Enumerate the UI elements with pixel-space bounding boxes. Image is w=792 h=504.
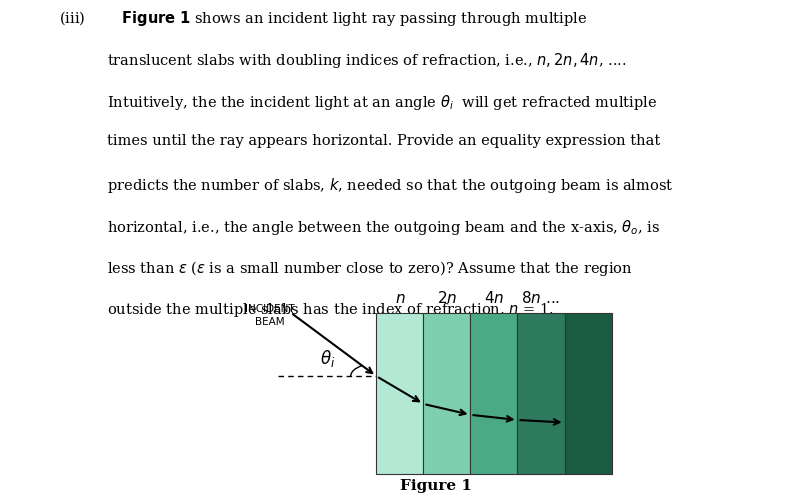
Text: $8n$ ...: $8n$ ... bbox=[521, 290, 561, 306]
Text: INCIDENT
BEAM: INCIDENT BEAM bbox=[245, 304, 295, 327]
Text: $2n$: $2n$ bbox=[436, 290, 457, 306]
Text: $n$: $n$ bbox=[394, 292, 406, 306]
Text: predicts the number of slabs, $k$, needed so that the outgoing beam is almost: predicts the number of slabs, $k$, neede… bbox=[107, 176, 673, 195]
Text: outside the multiple slabs has the index of refraction, $n$ = 1.: outside the multiple slabs has the index… bbox=[107, 301, 554, 319]
Text: times until the ray appears horizontal. Provide an equality expression that: times until the ray appears horizontal. … bbox=[107, 134, 661, 148]
Text: Intuitively, the the incident light at an angle $\theta_i$  will get refracted m: Intuitively, the the incident light at a… bbox=[107, 93, 657, 111]
Bar bbox=[424, 312, 470, 474]
Text: $4n$: $4n$ bbox=[484, 290, 505, 306]
Text: translucent slabs with doubling indices of refraction, i.e., $n, 2n, 4n$, ....: translucent slabs with doubling indices … bbox=[107, 51, 626, 70]
Text: Figure 1: Figure 1 bbox=[400, 479, 472, 492]
Bar bbox=[470, 312, 517, 474]
Text: $\theta_i$: $\theta_i$ bbox=[319, 348, 335, 369]
Text: horizontal, i.e., the angle between the outgoing beam and the x-axis, $\theta_o$: horizontal, i.e., the angle between the … bbox=[107, 218, 661, 237]
Bar bbox=[565, 312, 611, 474]
Text: less than $\epsilon$ ($\epsilon$ is a small number close to zero)? Assume that t: less than $\epsilon$ ($\epsilon$ is a sm… bbox=[107, 260, 633, 278]
Bar bbox=[376, 312, 424, 474]
Text: (iii)        $\mathbf{Figure\ 1}$ shows an incident light ray passing through mu: (iii) $\mathbf{Figure\ 1}$ shows an inci… bbox=[59, 9, 588, 28]
Bar bbox=[517, 312, 565, 474]
